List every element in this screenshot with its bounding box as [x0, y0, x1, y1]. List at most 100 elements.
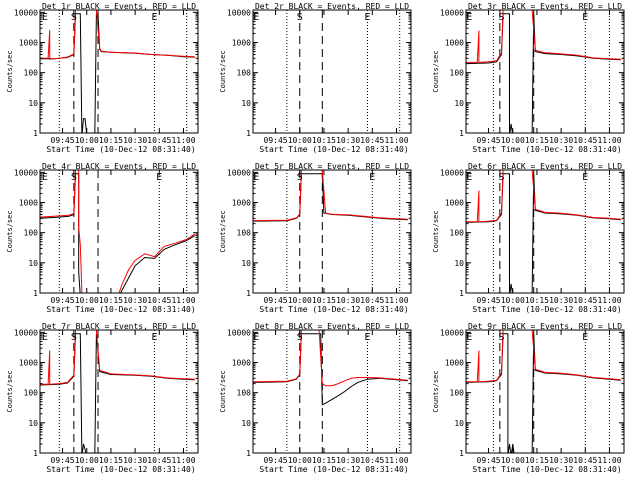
axes-frame [39, 169, 199, 294]
y-tick-label: 1 [459, 129, 464, 138]
x-tick-label: 10:45 [147, 296, 171, 305]
segment-marker-label: E [42, 12, 48, 23]
y-tick-label: 100 [450, 389, 465, 398]
x-tick-label: 10:45 [573, 296, 597, 305]
x-axis-label: Start Time (10-Dec-12 08:31:40) [472, 145, 621, 154]
y-tick-label: 10 [28, 99, 38, 108]
segment-marker-label: E [582, 12, 588, 23]
y-tick-label: 10000 [14, 8, 38, 17]
segment-marker-label: S [498, 172, 504, 183]
y-tick-label: 100 [24, 69, 39, 78]
segment-marker-label: E [253, 172, 259, 183]
x-tick-label: 09:45 [477, 296, 501, 305]
x-tick-label: 10:00 [75, 296, 99, 305]
x-tick-label: 10:15 [99, 456, 123, 465]
axes-frame [252, 329, 412, 454]
y-tick-label: 10000 [440, 168, 464, 177]
x-tick-label: 09:45 [477, 456, 501, 465]
segment-marker-label: S [297, 332, 303, 343]
chart-title: Det 8r BLACK = Events, RED = LLD [255, 322, 409, 331]
x-tick-label: 10:30 [336, 136, 360, 145]
y-tick-label: 10 [241, 259, 251, 268]
y-tick-label: 100 [24, 229, 39, 238]
y-tick-label: 1000 [445, 199, 464, 208]
x-tick-label: 11:00 [171, 136, 195, 145]
y-tick-label: 100 [237, 389, 252, 398]
x-tick-label: 10:15 [312, 296, 336, 305]
y-axis-label: Counts/sec [6, 210, 14, 252]
y-tick-label: 1000 [19, 359, 38, 368]
x-tick-label: 10:00 [75, 136, 99, 145]
x-tick-label: 11:00 [597, 136, 621, 145]
x-tick-label: 10:00 [288, 296, 312, 305]
chart-panel-3: 1 10 100 1000 10000 09:45 10:00 10:15 10:30 10:45… [432, 2, 625, 154]
axes-frame [465, 169, 625, 294]
x-axis-label: Start Time (10-Dec-12 08:31:40) [46, 465, 195, 474]
segment-marker-label: S [297, 12, 303, 23]
y-tick-label: 1000 [19, 199, 38, 208]
x-tick-label: 10:45 [573, 456, 597, 465]
segment-marker-label: E [582, 332, 588, 343]
x-tick-label: 09:45 [264, 456, 288, 465]
y-tick-label: 1000 [445, 359, 464, 368]
y-axis-label: Counts/sec [6, 50, 14, 92]
y-tick-label: 100 [450, 69, 465, 78]
segment-marker-label: E [466, 332, 472, 343]
segment-marker-label: S [71, 332, 77, 343]
x-tick-label: 10:45 [360, 136, 384, 145]
axes-frame [39, 329, 199, 454]
y-tick-label: 1 [246, 449, 251, 458]
chart-panel-1: 1 10 100 1000 10000 09:45 10:00 10:15 10:30 10:45… [6, 2, 199, 154]
chart-panel-4: 1 10 100 1000 10000 09:45 10:00 10:15 10:30 10:45… [6, 162, 199, 314]
series-line-events [466, 13, 621, 133]
y-tick-label: 1000 [445, 39, 464, 48]
y-tick-label: 1000 [19, 39, 38, 48]
chart-title: Det 3r BLACK = Events, RED = LLD [468, 2, 622, 11]
axes-frame [39, 9, 199, 134]
series-line-events [40, 13, 195, 133]
x-tick-label: 10:45 [147, 456, 171, 465]
segment-marker-label: E [364, 12, 370, 23]
x-axis-label: Start Time (10-Dec-12 08:31:40) [259, 465, 408, 474]
x-tick-label: 11:00 [171, 296, 195, 305]
y-tick-label: 1 [246, 289, 251, 298]
chart-panel-7: 1 10 100 1000 10000 09:45 10:00 10:15 10:30 10:45… [6, 322, 199, 474]
y-tick-label: 10000 [14, 328, 38, 337]
y-tick-label: 10 [28, 259, 38, 268]
y-tick-label: 1 [459, 289, 464, 298]
y-tick-label: 10 [454, 419, 464, 428]
segment-marker-label: E [253, 332, 259, 343]
y-tick-label: 1000 [232, 359, 251, 368]
segment-marker-label: E [466, 12, 472, 23]
series-line-events [466, 333, 621, 453]
y-tick-label: 1 [33, 129, 38, 138]
y-tick-label: 1 [33, 449, 38, 458]
x-tick-label: 11:00 [597, 456, 621, 465]
y-tick-label: 1000 [232, 199, 251, 208]
segment-marker-label: E [582, 172, 588, 183]
x-tick-label: 10:00 [501, 136, 525, 145]
segment-marker-label: S [498, 12, 504, 23]
x-tick-label: 10:30 [123, 456, 147, 465]
x-tick-label: 10:15 [525, 136, 549, 145]
chart-title: Det 9r BLACK = Events, RED = LLD [468, 322, 622, 331]
y-axis-label: Counts/sec [432, 210, 440, 252]
x-tick-label: 10:00 [501, 456, 525, 465]
series-line-events [40, 333, 195, 453]
y-tick-label: 10 [454, 259, 464, 268]
x-tick-label: 10:00 [75, 456, 99, 465]
x-tick-label: 10:30 [123, 296, 147, 305]
y-axis-label: Counts/sec [432, 50, 440, 92]
segment-marker-label: E [151, 12, 157, 23]
x-tick-label: 10:45 [360, 456, 384, 465]
x-axis-label: Start Time (10-Dec-12 08:31:40) [259, 305, 408, 314]
x-axis-label: Start Time (10-Dec-12 08:31:40) [46, 145, 195, 154]
x-axis-label: Start Time (10-Dec-12 08:31:40) [259, 145, 408, 154]
y-tick-label: 1000 [232, 39, 251, 48]
axes-frame [252, 9, 412, 134]
y-tick-label: 10000 [227, 328, 251, 337]
series-line-lld [466, 10, 621, 63]
x-tick-label: 10:30 [123, 136, 147, 145]
y-tick-label: 1 [246, 129, 251, 138]
